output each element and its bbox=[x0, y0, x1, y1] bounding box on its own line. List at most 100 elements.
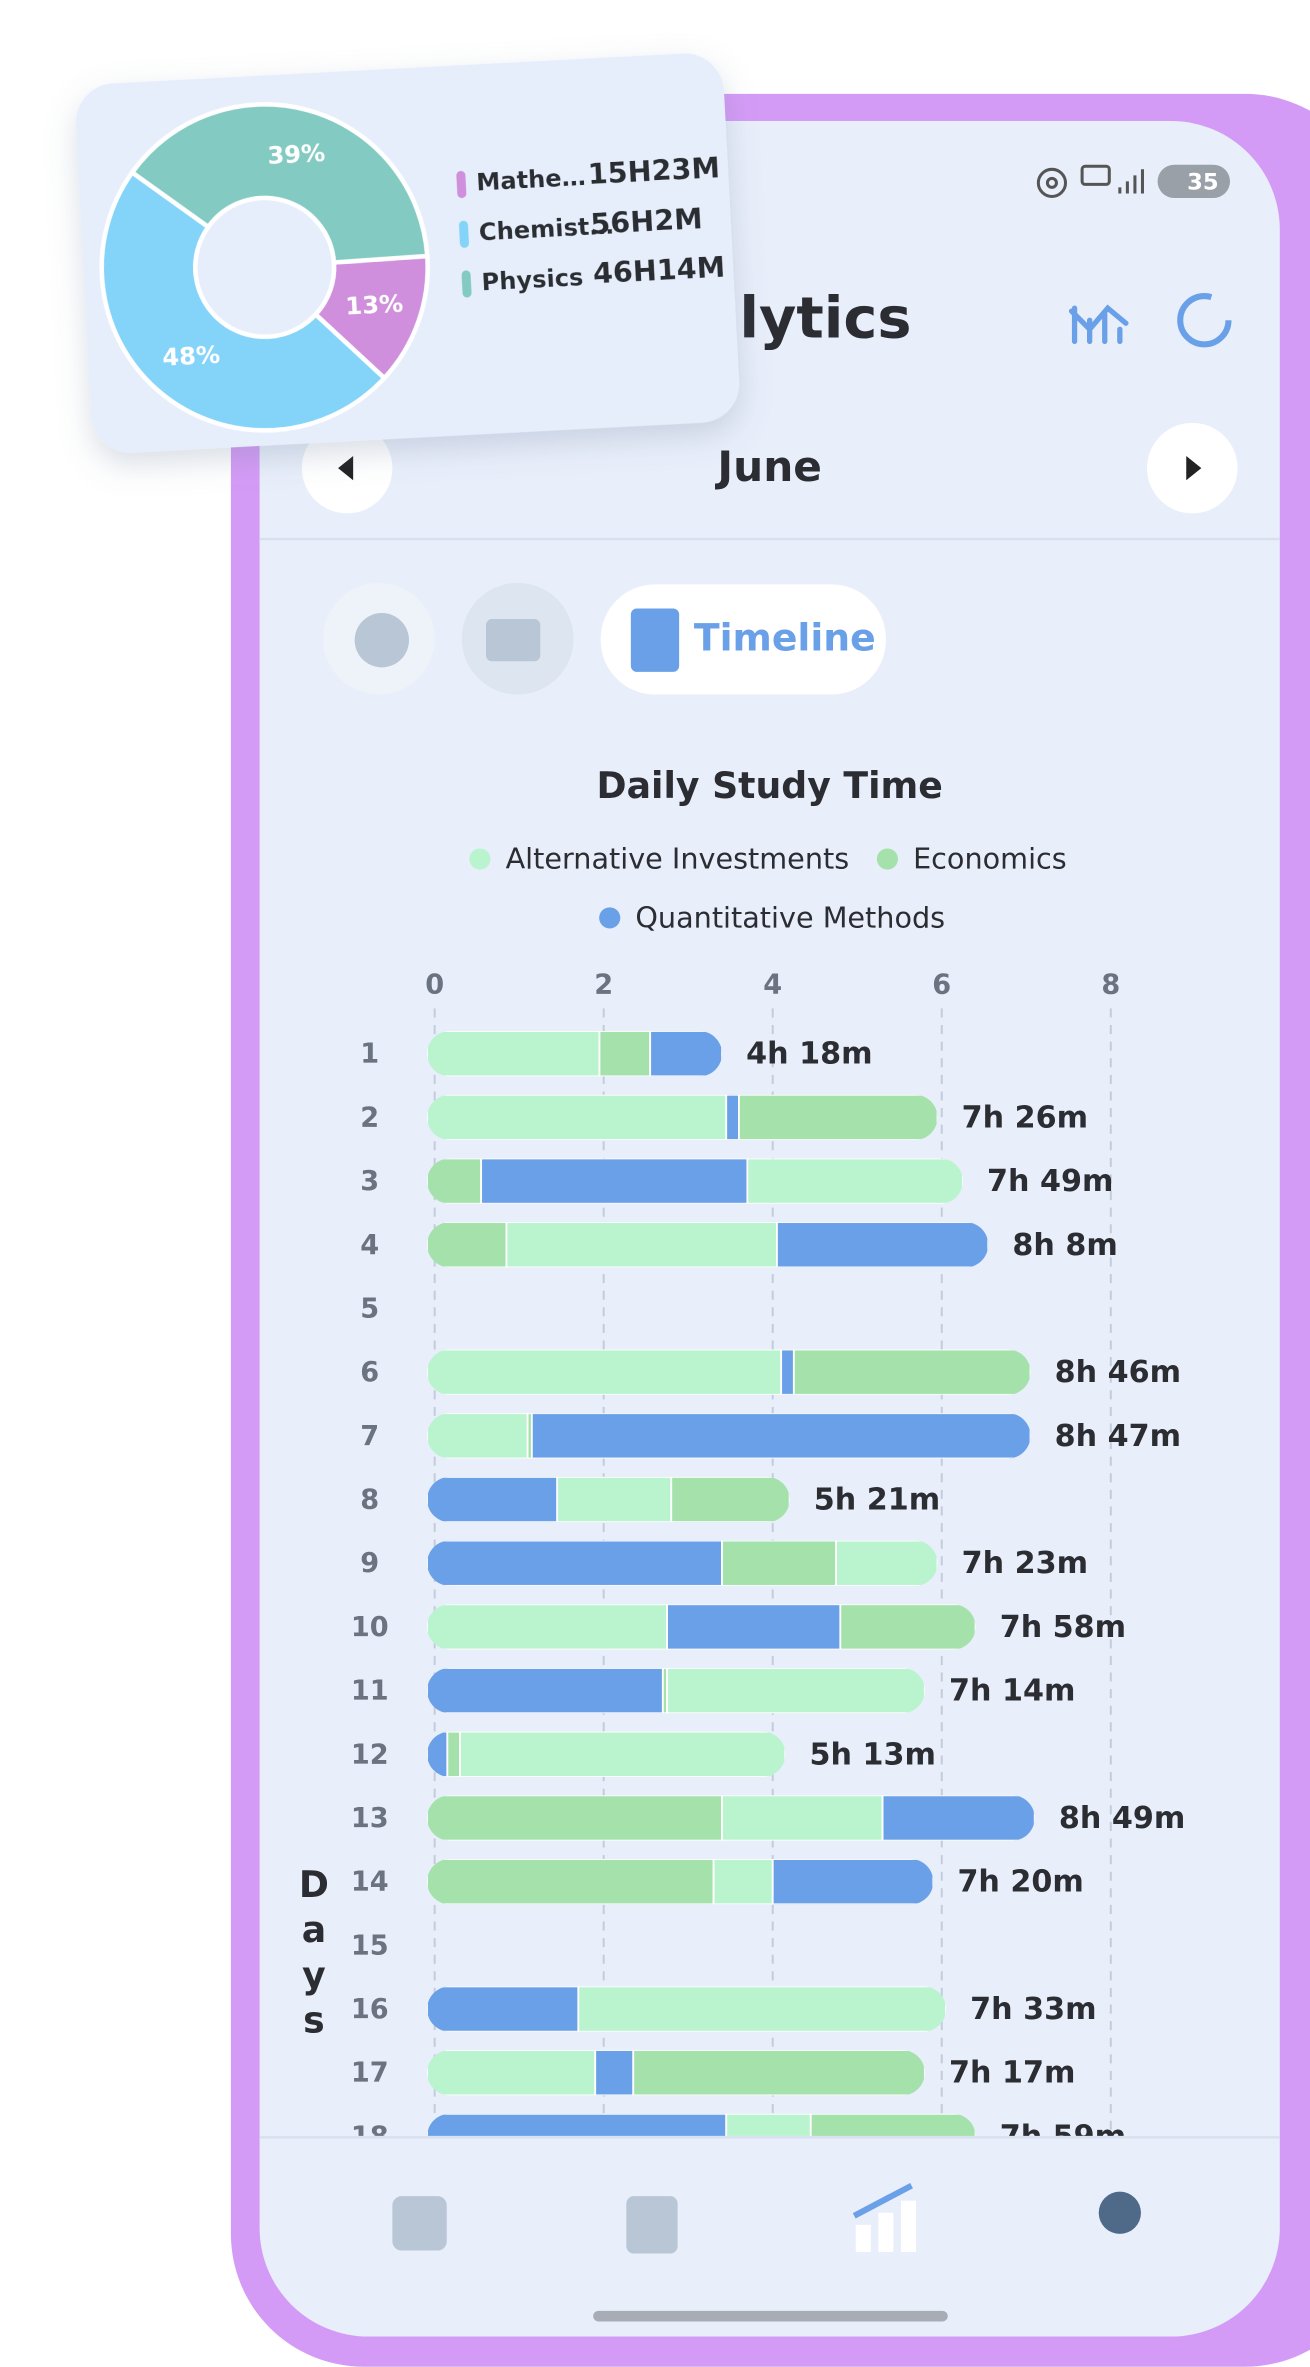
legend-label: Physics bbox=[481, 263, 584, 296]
bar-segment bbox=[427, 1986, 580, 2032]
legend-dot bbox=[599, 907, 621, 929]
bar-segment bbox=[725, 1094, 740, 1141]
bar-segment bbox=[446, 1731, 461, 1777]
total-label: 7h 26m bbox=[962, 1100, 1088, 1135]
pie-chart: 13%Mathe… 15H23M48%Chemist…56H2M39%Physic… bbox=[99, 102, 726, 433]
y-tick-label: 6 bbox=[360, 1357, 379, 1388]
bar-segment bbox=[792, 1349, 1031, 1395]
bar-row bbox=[427, 1731, 786, 1777]
bar-segment bbox=[427, 1795, 723, 1841]
legend-dot bbox=[876, 848, 898, 870]
legend-label: Quantitative Methods bbox=[635, 900, 945, 934]
bar-segment bbox=[427, 2050, 597, 2096]
bar-segment bbox=[427, 1349, 783, 1395]
x-tick-label: 2 bbox=[594, 969, 613, 1000]
bar-row bbox=[427, 1031, 723, 1077]
bar-segment bbox=[459, 1731, 786, 1777]
total-label: 5h 21m bbox=[814, 1483, 940, 1518]
bar-row bbox=[427, 1413, 1031, 1459]
bar-row bbox=[427, 1667, 925, 1714]
legend-value: 15H23M bbox=[587, 150, 721, 191]
legend-value: 46H14M bbox=[592, 250, 726, 291]
bar-segment bbox=[776, 1222, 989, 1268]
y-tick-label: 18 bbox=[351, 2121, 389, 2152]
nav-vocab[interactable] bbox=[392, 2196, 447, 2251]
bar-segment bbox=[530, 1413, 1031, 1459]
y-axis-letter: D bbox=[299, 1863, 329, 1906]
bar-segment bbox=[598, 1031, 652, 1077]
x-tick-label: 0 bbox=[425, 969, 444, 1000]
legend-swatch bbox=[458, 220, 469, 248]
bar-row bbox=[427, 1476, 790, 1523]
bar-segment bbox=[427, 1031, 601, 1077]
status-icons bbox=[1036, 164, 1144, 198]
y-tick-label: 9 bbox=[360, 1548, 379, 1579]
bar-segment bbox=[809, 2113, 976, 2136]
x-tick-label: 4 bbox=[763, 969, 782, 1000]
timeline-tab-label: Timeline bbox=[694, 616, 876, 660]
slice-label: 48% bbox=[162, 341, 221, 372]
bar-chart: Daily Study Time Alternative Investments E… bbox=[299, 764, 1185, 2152]
y-tick-label: 3 bbox=[360, 1166, 379, 1197]
total-label: 8h 49m bbox=[1059, 1801, 1185, 1836]
nav-analytics[interactable] bbox=[852, 2182, 917, 2253]
bar-segment bbox=[427, 1222, 508, 1268]
bar-row bbox=[427, 2113, 976, 2136]
total-label: 5h 13m bbox=[810, 1737, 936, 1772]
total-label: 8h 8m bbox=[1012, 1228, 1117, 1263]
x-tick-label: 8 bbox=[1101, 969, 1120, 1000]
bar-segment bbox=[480, 1158, 749, 1204]
total-label: 7h 33m bbox=[970, 1992, 1096, 2027]
bar-segment bbox=[771, 1859, 934, 1905]
y-axis-letter: y bbox=[302, 1953, 326, 1996]
bar-segment bbox=[712, 1859, 774, 1905]
slice-label: 13% bbox=[345, 289, 404, 320]
legend-swatch bbox=[461, 270, 472, 298]
total-label: 8h 47m bbox=[1055, 1419, 1181, 1454]
slice-label: 39% bbox=[267, 139, 326, 170]
nav-tasks[interactable] bbox=[626, 2196, 678, 2254]
bar-segment bbox=[780, 1349, 795, 1395]
y-tick-label: 7 bbox=[360, 1421, 379, 1452]
bar-segment bbox=[427, 2113, 728, 2136]
month-label: June bbox=[714, 442, 822, 491]
legend-swatch bbox=[456, 170, 467, 199]
refresh-button[interactable] bbox=[1177, 293, 1232, 348]
pie-tab-icon bbox=[354, 613, 409, 668]
bar-segment bbox=[670, 1476, 790, 1523]
pie-card: 13%Mathe… 15H23M48%Chemist…56H2M39%Physic… bbox=[75, 53, 740, 453]
y-tick-label: 14 bbox=[351, 1867, 389, 1898]
bar-segment bbox=[746, 1158, 963, 1204]
bar-segment bbox=[666, 1604, 842, 1650]
total-label: 7h 20m bbox=[957, 1865, 1083, 1900]
pie-slice bbox=[129, 102, 430, 265]
bar-segment bbox=[839, 1604, 976, 1650]
total-label: 4h 18m bbox=[746, 1037, 872, 1072]
bar-segment bbox=[427, 1604, 668, 1650]
bar-segment bbox=[725, 2113, 812, 2136]
bar-row bbox=[427, 1094, 938, 1141]
bar-row bbox=[427, 1158, 963, 1204]
bar-segment bbox=[427, 1413, 529, 1459]
next-icon bbox=[1186, 456, 1202, 481]
bar-segment bbox=[427, 1540, 723, 1586]
cards-tab-icon bbox=[485, 619, 541, 662]
y-tick-label: 15 bbox=[351, 1930, 389, 1961]
legend-label: Mathe… bbox=[476, 163, 587, 197]
y-tick-label: 8 bbox=[360, 1485, 379, 1516]
trend-button[interactable] bbox=[1068, 304, 1129, 344]
y-tick-label: 12 bbox=[351, 1739, 389, 1770]
bar-row bbox=[427, 1604, 976, 1650]
bar-row bbox=[427, 1349, 1031, 1395]
nav-awards[interactable] bbox=[1098, 2191, 1141, 2234]
total-label: 8h 46m bbox=[1055, 1355, 1181, 1390]
y-tick-label: 5 bbox=[360, 1293, 379, 1324]
bar-segment bbox=[721, 1795, 884, 1841]
bar-row bbox=[427, 2050, 925, 2096]
bar-segment bbox=[738, 1094, 938, 1141]
bar-segment bbox=[505, 1222, 778, 1268]
y-axis-letter: s bbox=[303, 1999, 325, 2042]
bar-segment bbox=[427, 1859, 715, 1905]
